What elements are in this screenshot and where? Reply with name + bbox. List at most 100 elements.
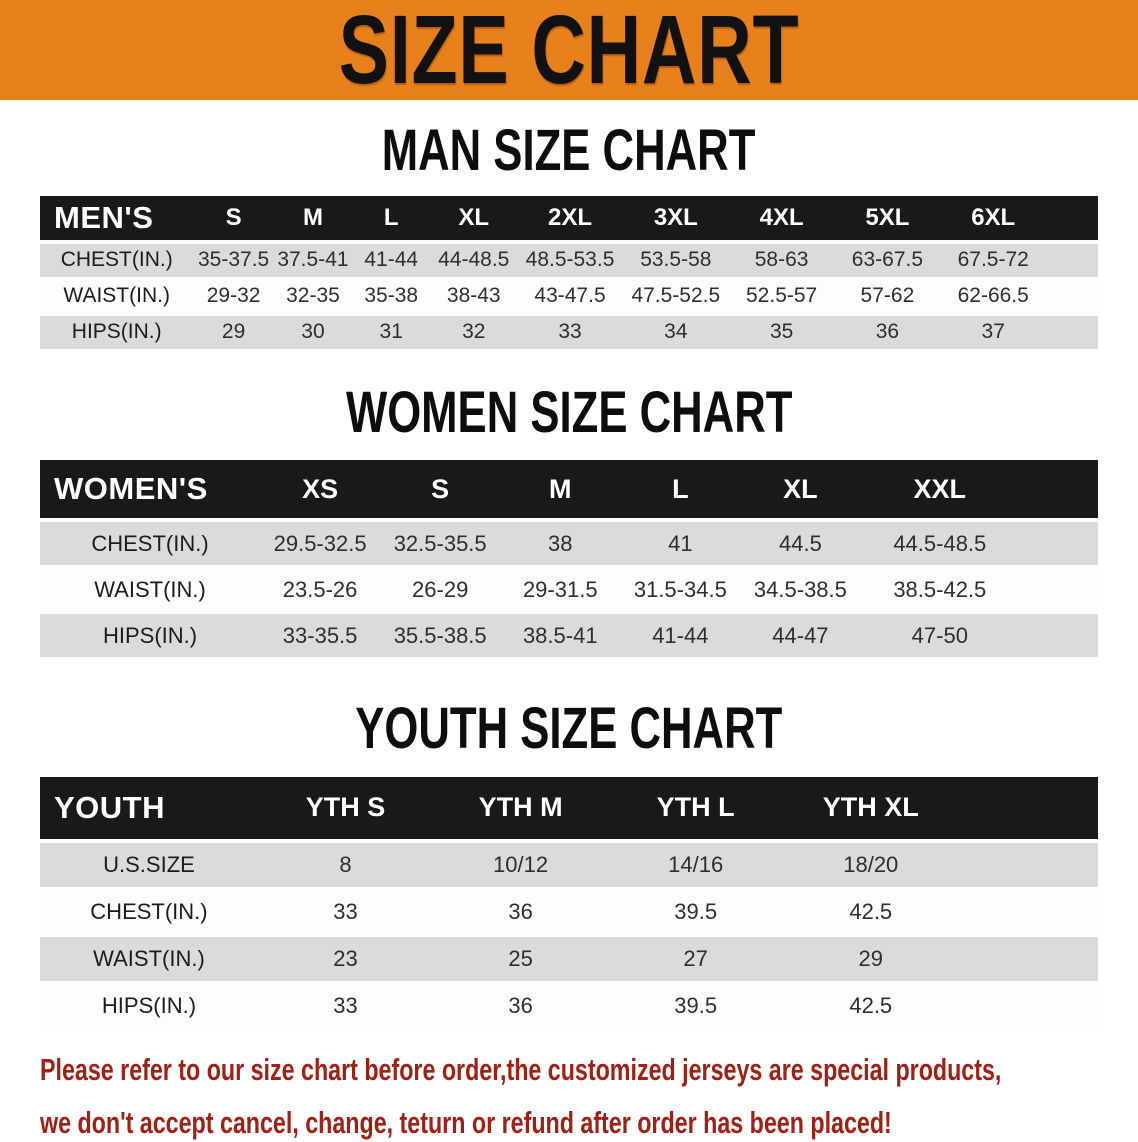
size-value: 25 <box>433 935 609 984</box>
size-column-header: M <box>500 460 621 523</box>
table-header-label: YOUTH <box>40 776 258 843</box>
size-value: 38 <box>500 520 621 569</box>
size-value: 53.5-58 <box>622 241 729 280</box>
size-value: 62-66.5 <box>940 278 1047 316</box>
women-section-heading: WOMEN SIZE CHART <box>40 382 1098 440</box>
row-label: CHEST(IN.) <box>40 888 258 937</box>
table-header-row: YOUTH YTH S YTH M YTH L YTH XL <box>40 776 1098 843</box>
size-value: 41-44 <box>620 612 741 661</box>
size-column-header: S <box>193 195 274 244</box>
table-header-label: WOMEN'S <box>40 460 261 523</box>
row-label: WAIST(IN.) <box>40 278 194 316</box>
size-value: 31.5-34.5 <box>620 566 741 615</box>
row-label: WAIST(IN.) <box>40 935 258 984</box>
size-value: 38.5-42.5 <box>860 566 1020 615</box>
size-value: 33 <box>257 982 434 1031</box>
size-value: 38-43 <box>430 278 518 316</box>
header-spacer-cell <box>1046 195 1098 244</box>
table-row: HIPS(IN.) 33 36 39.5 42.5 <box>40 982 1098 1031</box>
size-value: 39.5 <box>608 982 784 1031</box>
men-size-table: MEN'S S M L XL 2XL 3XL 4XL 5XL 6XL CHEST(IN.) 35-37… <box>40 195 1098 352</box>
size-column-header: 6XL <box>940 195 1047 244</box>
row-label: CHEST(IN.) <box>40 520 261 569</box>
youth-section-heading-text: YOUTH SIZE CHART <box>355 694 783 761</box>
size-value: 14/16 <box>608 840 784 890</box>
size-value: 29 <box>783 935 959 984</box>
size-value: 35.5-38.5 <box>380 612 501 661</box>
disclaimer-line-2: we don't accept cancel, change, teturn o… <box>40 1104 892 1140</box>
size-column-header: YTH XL <box>783 776 959 843</box>
page-title-text: SIZE CHART <box>338 0 800 105</box>
youth-size-table: YOUTH YTH S YTH M YTH L YTH XL U.S.SIZE 8 10/12… <box>40 776 1098 1031</box>
women-size-table: WOMEN'S XS S M L XL XXL CHEST(IN.) 29.5-32.5 32.5… <box>40 460 1098 661</box>
table-row: U.S.SIZE 8 10/12 14/16 18/20 <box>40 840 1098 890</box>
row-spacer-cell <box>1019 566 1098 615</box>
size-value: 36 <box>834 314 941 352</box>
size-value: 33-35.5 <box>260 612 381 661</box>
youth-section-heading: YOUTH SIZE CHART <box>40 694 1098 761</box>
youth-size-section: YOUTH SIZE CHART YOUTH YTH S YTH M YTH L YTH… <box>40 694 1098 1031</box>
men-section-heading: MAN SIZE CHART <box>40 116 1098 183</box>
size-value: 10/12 <box>433 840 609 890</box>
size-value: 38.5-41 <box>500 612 621 661</box>
size-column-header: 5XL <box>834 195 941 244</box>
size-value: 29.5-32.5 <box>260 520 381 569</box>
row-label: CHEST(IN.) <box>40 241 194 280</box>
size-value: 32-35 <box>273 278 353 316</box>
size-value: 33 <box>517 314 623 352</box>
size-column-header: L <box>352 195 431 244</box>
row-spacer-cell <box>1046 314 1098 352</box>
size-value: 58-63 <box>728 241 835 280</box>
men-section-heading-text: MAN SIZE CHART <box>382 116 756 183</box>
size-column-header: XL <box>430 195 518 244</box>
size-value: 33 <box>257 888 434 937</box>
size-value: 44.5-48.5 <box>860 520 1020 569</box>
size-value: 32 <box>430 314 518 352</box>
size-value: 48.5-53.5 <box>517 241 623 280</box>
table-row: CHEST(IN.) 33 36 39.5 42.5 <box>40 888 1098 937</box>
table-row: WAIST(IN.) 23.5-26 26-29 29-31.5 31.5-34.5 34… <box>40 566 1098 615</box>
size-value: 34.5-38.5 <box>740 566 861 615</box>
size-value: 34 <box>622 314 729 352</box>
table-row: WAIST(IN.) 29-32 32-35 35-38 38-43 43-47.5 47.… <box>40 278 1098 316</box>
size-column-header: L <box>620 460 741 523</box>
size-value: 35-37.5 <box>193 241 274 280</box>
size-value: 44-48.5 <box>430 241 518 280</box>
size-value: 35 <box>728 314 835 352</box>
size-charts: MAN SIZE CHART MEN'S S M L XL 2XL 3XL 4XL 5XL 6XL… <box>0 116 1138 1142</box>
table-row: CHEST(IN.) 29.5-32.5 32.5-35.5 38 41 44.5 44.5… <box>40 520 1098 569</box>
size-value: 41 <box>620 520 741 569</box>
row-spacer-cell <box>1046 278 1098 316</box>
size-value: 52.5-57 <box>728 278 835 316</box>
size-value: 67.5-72 <box>940 241 1047 280</box>
row-spacer-cell <box>958 982 1098 1031</box>
size-value: 26-29 <box>380 566 501 615</box>
row-spacer-cell <box>958 840 1098 890</box>
table-row: WAIST(IN.) 23 25 27 29 <box>40 935 1098 984</box>
size-value: 57-62 <box>834 278 941 316</box>
banner: SIZE CHART <box>0 0 1138 100</box>
size-value: 30 <box>273 314 353 352</box>
row-spacer-cell <box>1046 241 1098 280</box>
size-value: 29 <box>193 314 274 352</box>
men-size-section: MAN SIZE CHART MEN'S S M L XL 2XL 3XL 4XL 5XL 6XL… <box>40 116 1098 352</box>
size-column-header: YTH M <box>433 776 609 843</box>
table-row: HIPS(IN.) 33-35.5 35.5-38.5 38.5-41 41-44 44-… <box>40 612 1098 661</box>
header-spacer-cell <box>1019 460 1098 523</box>
table-header-row: MEN'S S M L XL 2XL 3XL 4XL 5XL 6XL <box>40 195 1098 244</box>
size-column-header: YTH S <box>257 776 434 843</box>
women-size-section: WOMEN SIZE CHART WOMEN'S XS S M L XL XXL CHEST(… <box>40 382 1098 661</box>
size-column-header: XL <box>740 460 861 523</box>
size-value: 43-47.5 <box>517 278 623 316</box>
table-row: HIPS(IN.) 29 30 31 32 33 34 35 36 37 <box>40 314 1098 352</box>
size-value: 29-32 <box>193 278 274 316</box>
size-column-header: YTH L <box>608 776 784 843</box>
size-value: 36 <box>433 982 609 1031</box>
size-column-header: XXL <box>860 460 1020 523</box>
size-value: 41-44 <box>352 241 431 280</box>
row-spacer-cell <box>1019 520 1098 569</box>
size-value: 23.5-26 <box>260 566 381 615</box>
size-value: 44-47 <box>740 612 861 661</box>
size-value: 63-67.5 <box>834 241 941 280</box>
